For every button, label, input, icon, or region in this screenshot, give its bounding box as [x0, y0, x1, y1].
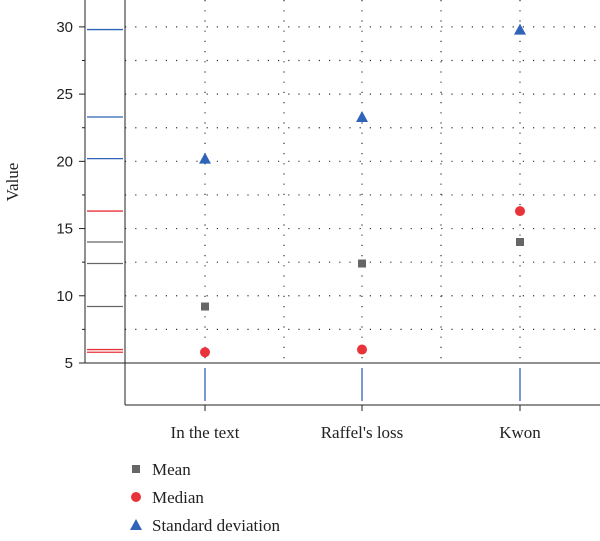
legend-label: Median: [152, 488, 204, 507]
median-point: [357, 344, 367, 355]
y-tick-label: 25: [56, 86, 73, 103]
median-point: [200, 347, 210, 358]
y-axis: 5 10 15 20 25 30: [56, 19, 85, 372]
grid: [125, 0, 600, 363]
plot-frame: [84, 0, 600, 406]
legend-label: Standard deviation: [152, 516, 280, 535]
x-tick-label: In the text: [171, 423, 240, 442]
legend-marker: [132, 465, 140, 473]
y-tick-label: 20: [56, 153, 73, 170]
y-tick-label: 10: [56, 288, 73, 305]
mean-point: [201, 302, 209, 311]
standard-deviation-point: [514, 23, 526, 35]
legend-marker: [131, 492, 141, 502]
x-tick-label: Raffel's loss: [321, 423, 404, 442]
legend-label: Mean: [152, 460, 191, 479]
y-tick-label: 15: [56, 221, 73, 238]
y-tick-label: 30: [56, 19, 73, 36]
y-tick-label: 5: [65, 355, 73, 372]
legend: Mean Median Standard deviation: [130, 460, 280, 535]
median-point: [515, 206, 525, 217]
mean-point: [516, 238, 524, 246]
standard-deviation-point: [356, 110, 368, 122]
data-points: [199, 23, 526, 358]
standard-deviation-point: [199, 152, 211, 164]
rug-plot: [87, 28, 521, 401]
y-axis-title: Value: [3, 163, 22, 202]
mean-point: [358, 259, 366, 268]
x-tick-label: Kwon: [499, 423, 541, 442]
legend-marker: [130, 519, 142, 530]
x-axis: In the text Raffel's loss Kwon: [171, 405, 541, 442]
